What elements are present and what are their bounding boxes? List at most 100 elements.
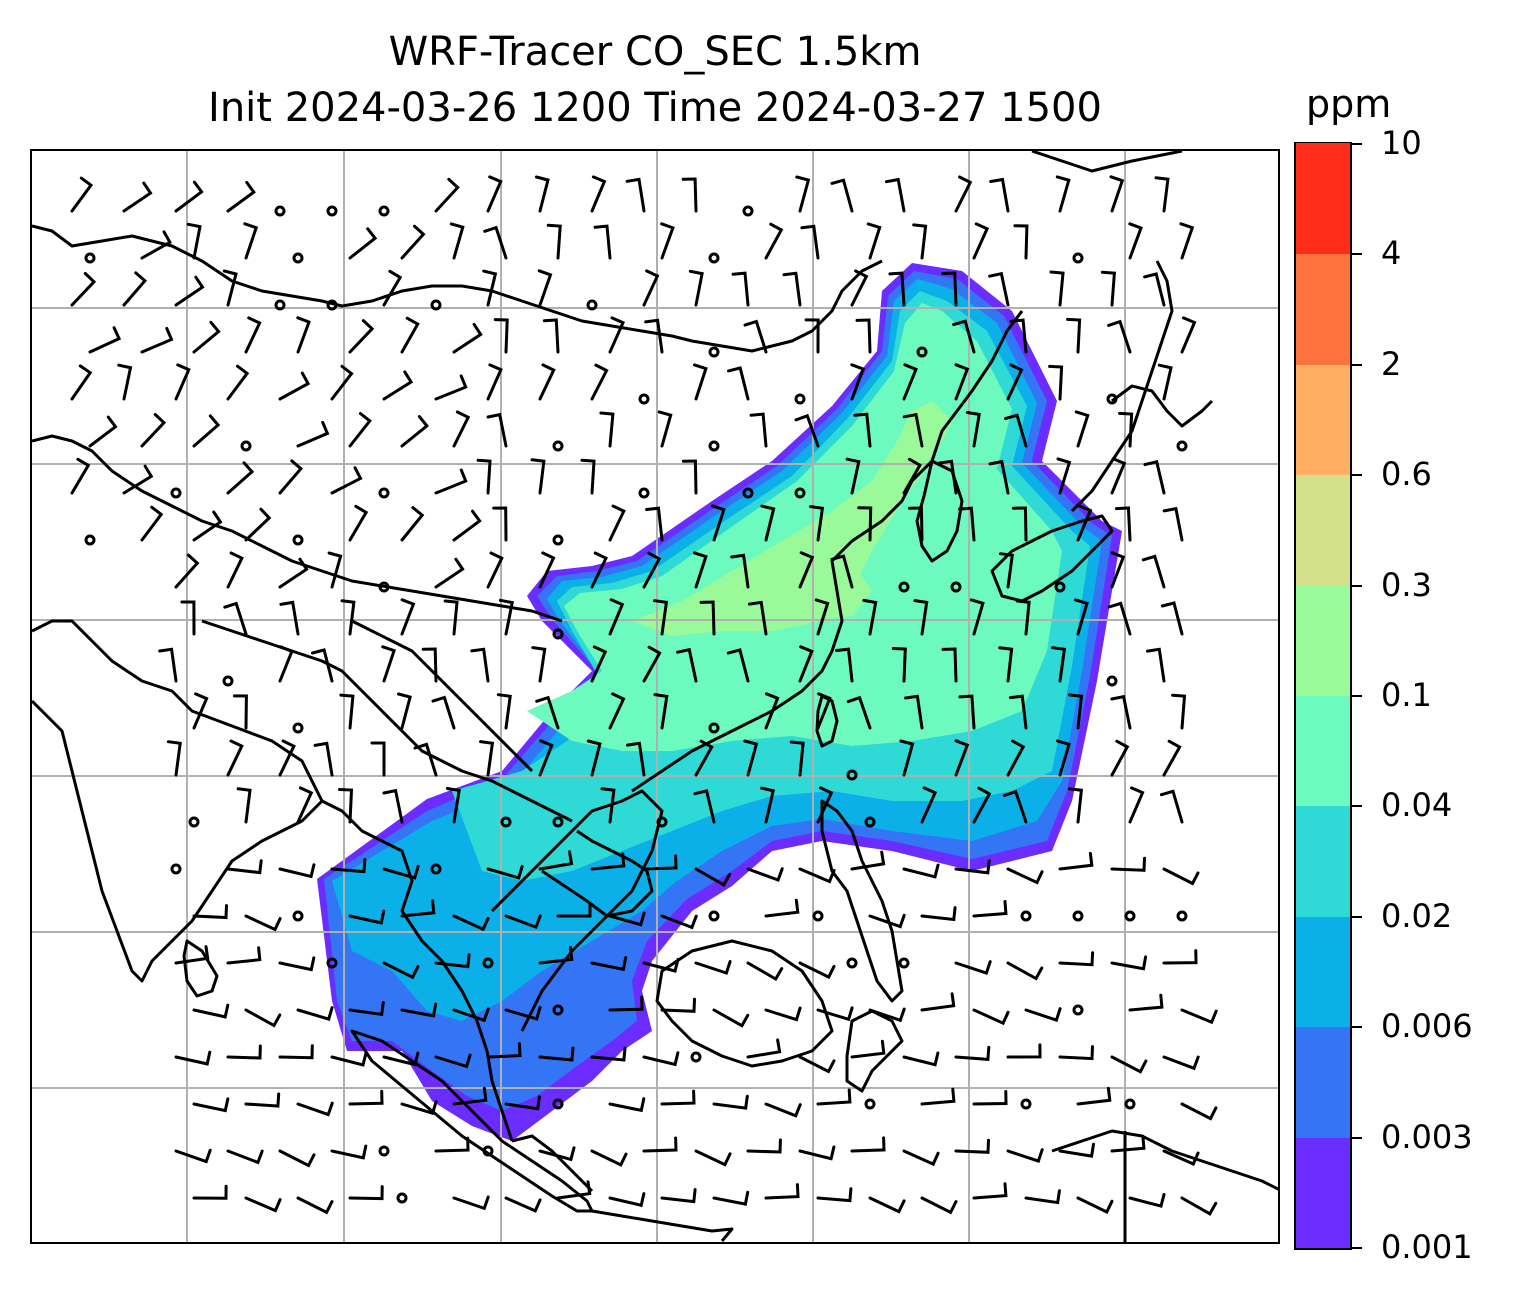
wind-barb bbox=[400, 1100, 438, 1116]
calm-wind-marker bbox=[708, 346, 720, 358]
wind-barb bbox=[954, 739, 970, 777]
wind-barb bbox=[746, 1138, 782, 1154]
wind-barb bbox=[904, 694, 924, 730]
wind-barb bbox=[1162, 867, 1200, 886]
wind-barb bbox=[504, 1005, 542, 1021]
wind-barb bbox=[244, 316, 262, 354]
wind-barb bbox=[590, 551, 609, 589]
wind-barb bbox=[830, 178, 854, 213]
colorbar-unit-label: ppm bbox=[1306, 82, 1392, 126]
wind-barb bbox=[1006, 961, 1044, 981]
wind-barb bbox=[530, 458, 546, 495]
wind-barb bbox=[816, 1088, 852, 1106]
wind-barb bbox=[470, 647, 490, 683]
calm-wind-marker bbox=[846, 957, 858, 969]
wind-barb bbox=[483, 225, 508, 260]
colorbar-tick bbox=[1352, 805, 1362, 808]
wind-barb bbox=[556, 902, 592, 918]
wind-barb bbox=[226, 551, 244, 589]
wind-barb bbox=[645, 506, 664, 542]
colorbar-segment bbox=[1296, 1026, 1350, 1138]
wind-barb bbox=[972, 1090, 1008, 1106]
wind-barb bbox=[452, 1007, 490, 1023]
wind-barb bbox=[1180, 1196, 1218, 1216]
wind-barb bbox=[798, 961, 836, 980]
wind-barb bbox=[70, 364, 93, 401]
wind-barb bbox=[608, 911, 646, 927]
calm-wind-marker bbox=[274, 299, 286, 311]
colorbar-tick bbox=[1352, 1026, 1362, 1029]
wind-barb bbox=[1109, 175, 1125, 213]
wind-barb bbox=[693, 363, 708, 401]
wind-barb bbox=[694, 867, 732, 887]
wind-barb bbox=[764, 898, 800, 918]
wind-barb bbox=[1074, 410, 1090, 448]
wind-barb bbox=[192, 692, 209, 730]
wind-barb bbox=[504, 1095, 541, 1111]
calm-wind-marker bbox=[84, 252, 96, 264]
wind-barb bbox=[174, 1148, 212, 1164]
wind-barb bbox=[590, 956, 628, 972]
wind-barb bbox=[642, 854, 678, 871]
wind-barb bbox=[122, 271, 148, 307]
wind-barb bbox=[296, 316, 311, 354]
calm-wind-marker bbox=[1106, 675, 1118, 687]
wind-barb bbox=[70, 176, 94, 213]
wind-barb bbox=[486, 864, 524, 880]
wind-barb bbox=[174, 180, 204, 213]
colorbar-tick-label: 0.6 bbox=[1381, 455, 1432, 494]
wind-barb bbox=[938, 459, 958, 495]
colorbar-tick-label: 0.003 bbox=[1381, 1117, 1473, 1156]
wind-barb bbox=[642, 645, 662, 683]
colorbar-tick bbox=[1352, 584, 1362, 587]
calm-wind-marker bbox=[864, 1098, 876, 1110]
calm-wind-marker bbox=[812, 910, 824, 922]
wind-barb bbox=[795, 175, 811, 213]
wind-barb bbox=[712, 1190, 750, 1206]
wind-barb bbox=[1128, 993, 1164, 1012]
wind-barb bbox=[1128, 222, 1143, 260]
wind-barb bbox=[580, 458, 596, 495]
wind-barb bbox=[747, 600, 768, 636]
wind-barb bbox=[244, 1196, 282, 1213]
wind-barb bbox=[972, 900, 1008, 918]
wind-barb bbox=[660, 914, 698, 930]
wind-barb bbox=[452, 509, 482, 542]
wind-barb bbox=[313, 741, 334, 777]
wind-barb bbox=[1058, 851, 1094, 871]
wind-barb bbox=[920, 906, 957, 922]
wind-barb bbox=[586, 739, 602, 777]
wind-barb bbox=[660, 1188, 697, 1204]
wind-barb bbox=[590, 175, 607, 213]
wind-barb bbox=[608, 598, 625, 636]
wind-barb bbox=[382, 370, 414, 401]
wind-barb bbox=[972, 786, 992, 824]
wind-barbs bbox=[70, 175, 1218, 1216]
wind-barb bbox=[296, 1196, 334, 1215]
wind-barb bbox=[486, 551, 504, 589]
wind-barb bbox=[535, 695, 560, 730]
colorbar-segment bbox=[1296, 1137, 1350, 1248]
colorbar-tick-label: 0.006 bbox=[1381, 1007, 1473, 1046]
wind-barb bbox=[866, 222, 882, 260]
wind-barb bbox=[676, 647, 698, 683]
wind-barb bbox=[846, 695, 872, 730]
wind-barb bbox=[452, 1195, 490, 1211]
calm-wind-marker bbox=[916, 346, 928, 358]
wind-barb bbox=[1128, 1193, 1166, 1208]
wind-barb bbox=[482, 269, 498, 307]
wind-barb bbox=[642, 1136, 678, 1153]
wind-barb bbox=[330, 1051, 368, 1067]
wind-barb bbox=[798, 645, 814, 683]
calm-wind-marker bbox=[794, 487, 806, 499]
wind-barb bbox=[88, 415, 118, 448]
wind-barb bbox=[180, 600, 196, 636]
wind-barb bbox=[192, 510, 223, 542]
wind-barb bbox=[1051, 646, 1067, 683]
wind-barb bbox=[1160, 601, 1184, 636]
wind-barb bbox=[1180, 1008, 1218, 1025]
wind-barb bbox=[538, 739, 554, 777]
calm-wind-marker bbox=[482, 1145, 494, 1157]
wind-barb bbox=[798, 1055, 836, 1074]
wind-barb bbox=[538, 551, 556, 589]
